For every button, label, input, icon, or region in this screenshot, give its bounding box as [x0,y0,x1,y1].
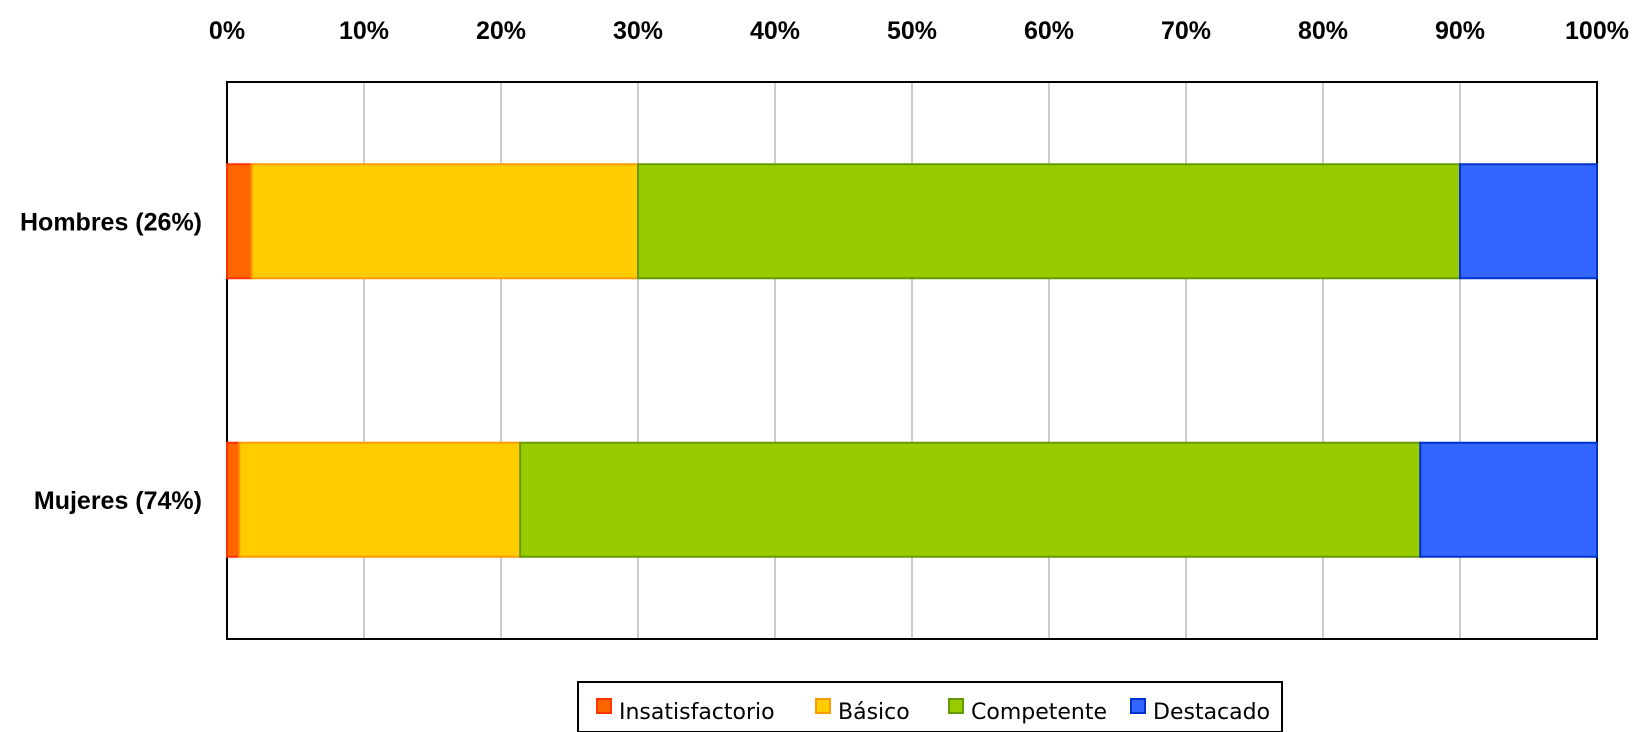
bar-segment-insatisfactorio [226,441,241,558]
bar-segment-basico [250,163,639,280]
legend: Insatisfactorio Básico Competente Destacado [577,681,1283,732]
legend-label: Insatisfactorio [619,700,775,725]
x-tick-label: 80% [1298,17,1348,45]
x-axis-tick-labels: 0% 10% 20% 30% 40% 50% 60% 70% 80% 90% 100% [209,17,1629,45]
x-tick-label: 70% [1161,17,1211,45]
legend-item: Destacado [1130,698,1270,725]
bar-row [226,441,1599,558]
legend-label: Competente [971,700,1107,725]
bar-segment-competente [637,163,1461,280]
legend-item: Competente [948,698,1107,725]
legend-label: Destacado [1153,700,1270,725]
category-label: Hombres (26%) [20,208,202,236]
legend-label: Básico [838,700,910,725]
x-tick-label: 100% [1565,17,1629,45]
x-tick-label: 20% [476,17,526,45]
bar-segment-insatisfactorio [226,163,253,280]
x-tick-label: 0% [209,17,245,45]
legend-items: Insatisfactorio Básico Competente Destacado [596,698,1270,725]
x-tick-label: 60% [1024,17,1074,45]
legend-item: Básico [815,698,910,725]
legend-frame [577,681,1283,732]
category-labels: Hombres (26%) Mujeres (74%) [20,208,202,515]
bar-segment-basico [238,441,522,558]
plot-area-frame [226,81,1598,640]
x-tick-label: 10% [339,17,389,45]
x-tick-label: 40% [750,17,800,45]
x-tick-label: 50% [887,17,937,45]
x-tick-label: 30% [613,17,663,45]
bar-segment-destacado [1419,441,1599,558]
legend-item: Insatisfactorio [596,698,775,725]
legend-swatch [815,698,831,714]
x-tick-label: 90% [1435,17,1485,45]
bar-segment-destacado [1459,163,1598,280]
legend-swatch [948,698,964,714]
legend-swatch [596,698,612,714]
category-label: Mujeres (74%) [34,487,202,515]
legend-swatch [1130,698,1146,714]
bar-segment-competente [519,441,1422,558]
bar-row [226,163,1598,280]
bars [226,163,1599,558]
